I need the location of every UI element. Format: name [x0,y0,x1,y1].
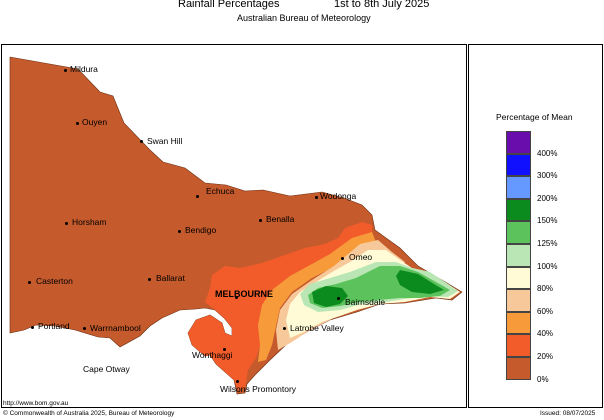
legend-label: 0% [537,374,549,384]
place-dot [196,195,199,198]
map-frame [1,44,467,408]
place-mildura: Mildura [70,64,98,74]
legend-label: 20% [537,352,554,361]
rain-zone-150-200-west [312,286,348,307]
place-wonthaggi: Wonthaggi [192,350,233,360]
place-ballarat: Ballarat [156,273,185,283]
footer-issued: Issued: 08/07/2025 [540,410,596,417]
footer-copyright: © Commonwealth of Australia 2025, Bureau… [3,410,175,417]
legend-swatch [506,131,531,154]
legend-swatch [506,244,531,267]
legend-label: 60% [537,306,554,316]
footer-website: http://www.bom.gov.au [3,400,69,407]
legend-swatch [506,153,531,177]
legend-swatch [506,176,531,199]
place-dot [65,222,68,225]
place-bendigo: Bendigo [185,225,217,235]
place-omeo: Omeo [349,252,373,262]
legend-swatch [506,334,531,357]
place-bairnsdale: Bairnsdale [345,297,386,307]
legend-title: Percentage of Mean [496,112,573,122]
header: Rainfall Percentages 1st to 8th July 202… [0,0,604,23]
legend-label: 125% [537,239,558,248]
place-melbourne: MELBOURNE [215,289,273,299]
place-dot [236,380,239,383]
place-swan-hill: Swan Hill [147,136,183,146]
legend-label: 300% [537,171,558,181]
rain-zone-150-200-east [396,270,444,294]
place-ouyen: Ouyen [82,117,108,127]
legend-frame [468,44,603,408]
place-dot [83,327,86,330]
place-dot [341,257,344,260]
place-warrnambool: Warrnambool [90,323,141,333]
place-dot [337,297,340,300]
place-wodonga: Wodonga [320,191,357,201]
map-title: Rainfall Percentages [178,0,280,10]
legend-label: 100% [537,261,558,271]
legend-swatch [506,289,531,312]
legend-swatch [506,221,531,244]
place-cape-otway: Cape Otway [83,364,130,374]
place-dot [283,327,286,330]
place-portland: Portland [38,321,70,331]
legend-swatch [506,266,531,290]
legend-swatch [506,198,531,222]
legend-label: 80% [537,284,554,294]
place-benalla: Benalla [266,214,295,224]
legend-label: 200% [537,193,558,203]
place-latrobe-valley: Latrobe Valley [290,323,344,333]
legend-swatch [506,357,531,380]
place-horsham: Horsham [72,217,107,227]
map-agency: Australian Bureau of Meteorology [237,13,371,23]
place-dot [178,230,181,233]
place-dot [64,69,67,72]
place-dot [235,296,238,299]
legend-label: 40% [537,329,554,339]
place-dot [28,281,31,284]
place-dot [76,122,79,125]
place-dot [259,219,262,222]
legend-swatch [506,311,531,335]
legend-label: 150% [537,216,558,226]
place-echuca: Echuca [206,186,235,196]
place-dot [315,196,318,199]
place-casterton: Casterton [36,276,73,286]
map-period: 1st to 8th July 2025 [334,0,430,10]
place-dot [148,278,151,281]
place-wilsons-promontory: Wilsons Promontory [220,384,297,394]
place-dot [31,326,34,329]
legend-label: 400% [537,148,558,158]
place-dot [140,140,143,143]
place-dot [223,348,226,351]
